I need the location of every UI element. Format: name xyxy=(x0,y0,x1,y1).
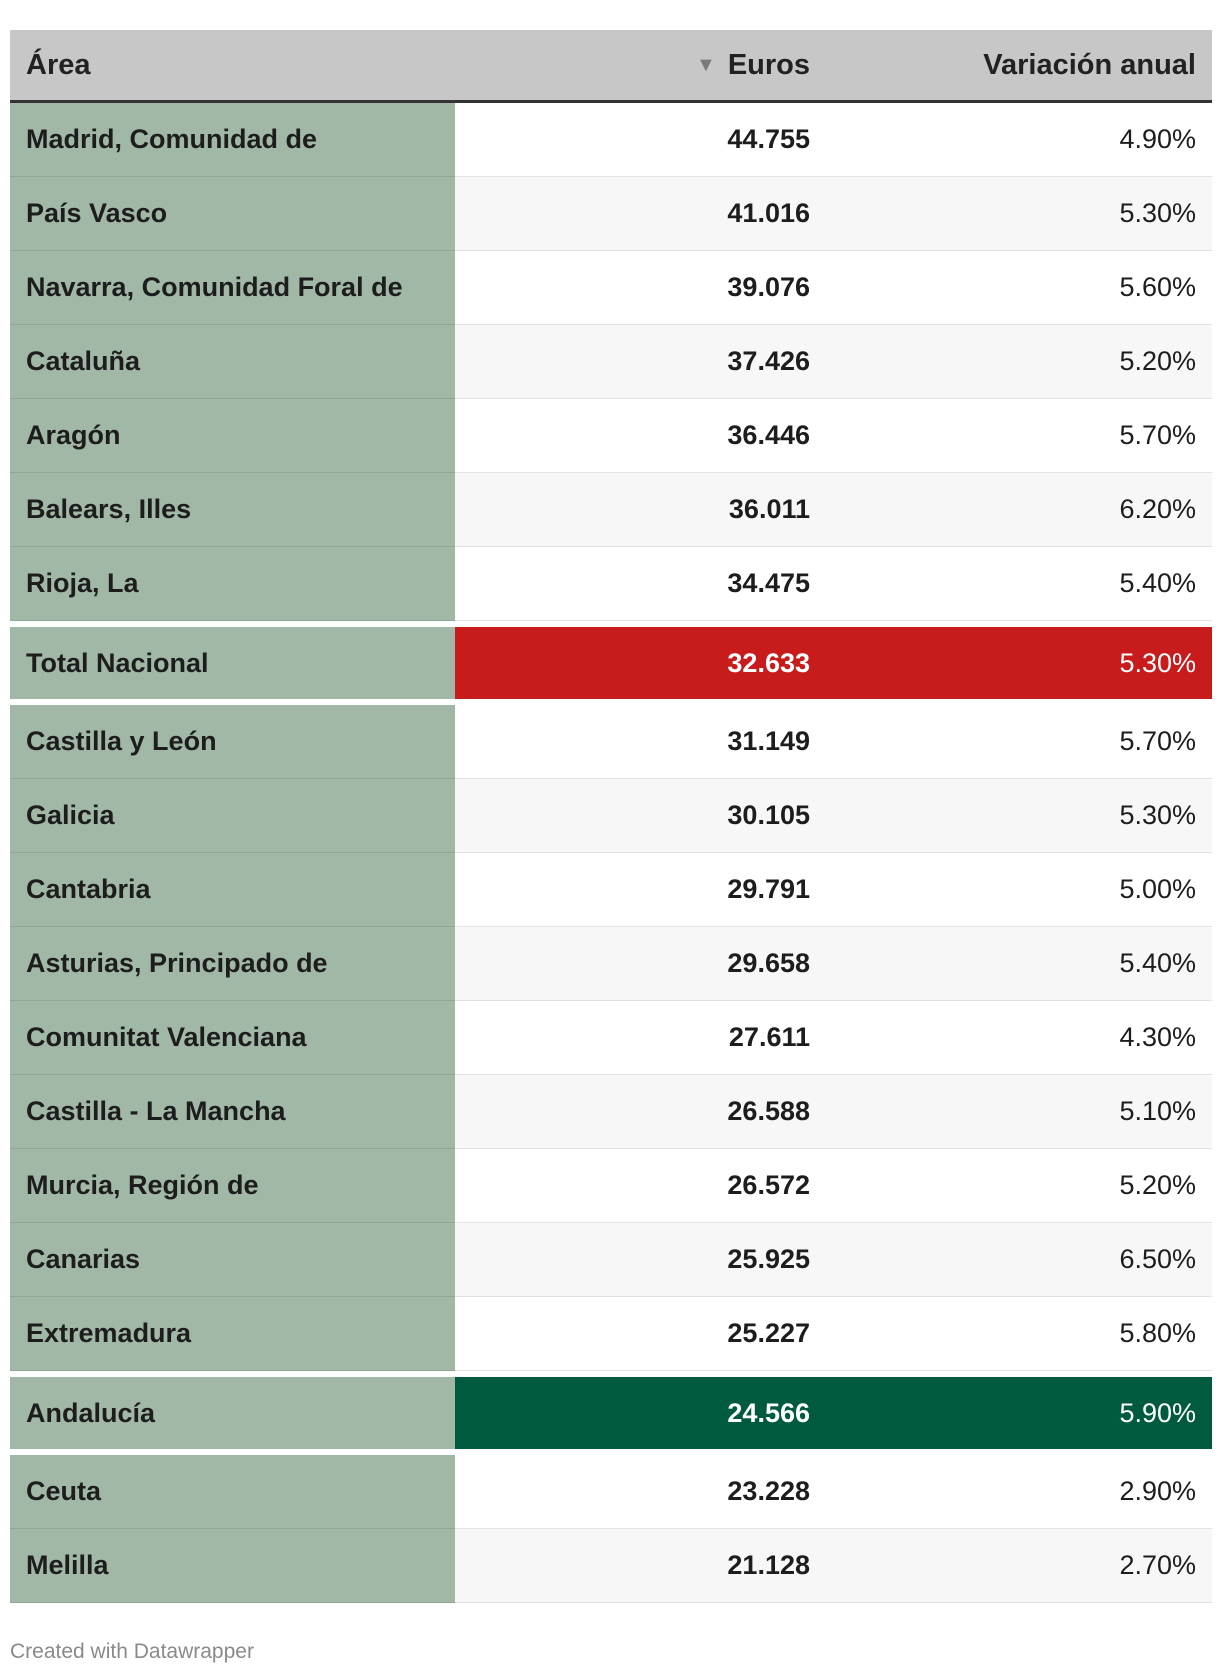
cell-area: Navarra, Comunidad Foral de xyxy=(10,251,455,325)
cell-area: Extremadura xyxy=(10,1297,455,1371)
cell-variacion: 5.60% xyxy=(810,251,1212,325)
cell-area: Canarias xyxy=(10,1223,455,1297)
cell-variacion: 6.50% xyxy=(810,1223,1212,1297)
table-row: Murcia, Región de 26.572 5.20% xyxy=(10,1149,1212,1223)
cell-area: Galicia xyxy=(10,779,455,853)
cell-euros: 29.658 xyxy=(455,927,810,1001)
cell-area: Cantabria xyxy=(10,853,455,927)
cell-area: Ceuta xyxy=(10,1455,455,1529)
cell-variacion: 5.70% xyxy=(810,705,1212,779)
table-row: Cantabria 29.791 5.00% xyxy=(10,853,1212,927)
cell-area: Murcia, Región de xyxy=(10,1149,455,1223)
table-row: Aragón 36.446 5.70% xyxy=(10,399,1212,473)
cell-variacion: 2.70% xyxy=(810,1529,1212,1603)
cell-variacion: 5.00% xyxy=(810,853,1212,927)
cell-euros: 34.475 xyxy=(455,547,810,621)
table-row: Cataluña 37.426 5.20% xyxy=(10,325,1212,399)
cell-euros: 25.925 xyxy=(455,1223,810,1297)
cell-euros: 36.446 xyxy=(455,399,810,473)
footer-credit: Created with Datawrapper xyxy=(10,1640,254,1663)
cell-area: Balears, Illes xyxy=(10,473,455,547)
cell-euros: 24.566 xyxy=(455,1377,810,1449)
data-table: Área ▼ Euros Variación anual Madrid, Com… xyxy=(10,30,1212,1603)
cell-euros: 26.572 xyxy=(455,1149,810,1223)
column-header-euros[interactable]: ▼ Euros xyxy=(455,49,810,82)
cell-euros: 21.128 xyxy=(455,1529,810,1603)
cell-variacion: 5.30% xyxy=(810,177,1212,251)
cell-area: Total Nacional xyxy=(10,627,455,699)
cell-euros: 37.426 xyxy=(455,325,810,399)
cell-euros: 44.755 xyxy=(455,103,810,177)
table-row: Ceuta 23.228 2.90% xyxy=(10,1455,1212,1529)
table-row: Castilla y León 31.149 5.70% xyxy=(10,705,1212,779)
cell-variacion: 2.90% xyxy=(810,1455,1212,1529)
table-row: Comunitat Valenciana 27.611 4.30% xyxy=(10,1001,1212,1075)
cell-variacion: 5.40% xyxy=(810,547,1212,621)
cell-area: Andalucía xyxy=(10,1377,455,1449)
column-header-euros-label: Euros xyxy=(727,48,810,81)
column-header-area[interactable]: Área xyxy=(26,48,91,81)
table-row: Canarias 25.925 6.50% xyxy=(10,1223,1212,1297)
table-row: País Vasco 41.016 5.30% xyxy=(10,177,1212,251)
cell-variacion: 5.70% xyxy=(810,399,1212,473)
cell-variacion: 5.30% xyxy=(810,627,1212,699)
sort-descending-icon: ▼ xyxy=(696,53,716,76)
cell-euros: 32.633 xyxy=(455,627,810,699)
cell-area: Castilla - La Mancha xyxy=(10,1075,455,1149)
cell-euros: 27.611 xyxy=(455,1001,810,1075)
cell-area: Rioja, La xyxy=(10,547,455,621)
cell-variacion: 5.10% xyxy=(810,1075,1212,1149)
cell-variacion: 5.80% xyxy=(810,1297,1212,1371)
table-row: Navarra, Comunidad Foral de 39.076 5.60% xyxy=(10,251,1212,325)
cell-variacion: 6.20% xyxy=(810,473,1212,547)
cell-euros: 31.149 xyxy=(455,705,810,779)
table-row: Total Nacional 32.633 5.30% xyxy=(10,621,1212,705)
table-row: Castilla - La Mancha 26.588 5.10% xyxy=(10,1075,1212,1149)
table-header: Área ▼ Euros Variación anual xyxy=(10,30,1212,103)
table-row: Balears, Illes 36.011 6.20% xyxy=(10,473,1212,547)
cell-area: Castilla y León xyxy=(10,705,455,779)
cell-euros: 23.228 xyxy=(455,1455,810,1529)
cell-variacion: 4.30% xyxy=(810,1001,1212,1075)
table-row: Andalucía 24.566 5.90% xyxy=(10,1371,1212,1455)
cell-euros: 29.791 xyxy=(455,853,810,927)
table-body: Madrid, Comunidad de 44.755 4.90% País Vasc… xyxy=(10,103,1212,1603)
cell-area: Comunitat Valenciana xyxy=(10,1001,455,1075)
cell-area: Cataluña xyxy=(10,325,455,399)
cell-area: Aragón xyxy=(10,399,455,473)
cell-variacion: 5.40% xyxy=(810,927,1212,1001)
cell-variacion: 5.20% xyxy=(810,1149,1212,1223)
cell-euros: 36.011 xyxy=(455,473,810,547)
cell-euros: 26.588 xyxy=(455,1075,810,1149)
cell-euros: 25.227 xyxy=(455,1297,810,1371)
cell-area: Madrid, Comunidad de xyxy=(10,103,455,177)
cell-euros: 41.016 xyxy=(455,177,810,251)
cell-area: País Vasco xyxy=(10,177,455,251)
table-row: Extremadura 25.227 5.80% xyxy=(10,1297,1212,1371)
cell-variacion: 5.20% xyxy=(810,325,1212,399)
cell-variacion: 5.30% xyxy=(810,779,1212,853)
table-row: Rioja, La 34.475 5.40% xyxy=(10,547,1212,621)
cell-euros: 30.105 xyxy=(455,779,810,853)
cell-variacion: 4.90% xyxy=(810,103,1212,177)
table-row: Madrid, Comunidad de 44.755 4.90% xyxy=(10,103,1212,177)
table-row: Asturias, Principado de 29.658 5.40% xyxy=(10,927,1212,1001)
cell-euros: 39.076 xyxy=(455,251,810,325)
cell-area: Asturias, Principado de xyxy=(10,927,455,1001)
cell-area: Melilla xyxy=(10,1529,455,1603)
table-row: Galicia 30.105 5.30% xyxy=(10,779,1212,853)
column-header-variacion[interactable]: Variación anual xyxy=(983,48,1196,81)
cell-variacion: 5.90% xyxy=(810,1377,1212,1449)
table-row: Melilla 21.128 2.70% xyxy=(10,1529,1212,1603)
